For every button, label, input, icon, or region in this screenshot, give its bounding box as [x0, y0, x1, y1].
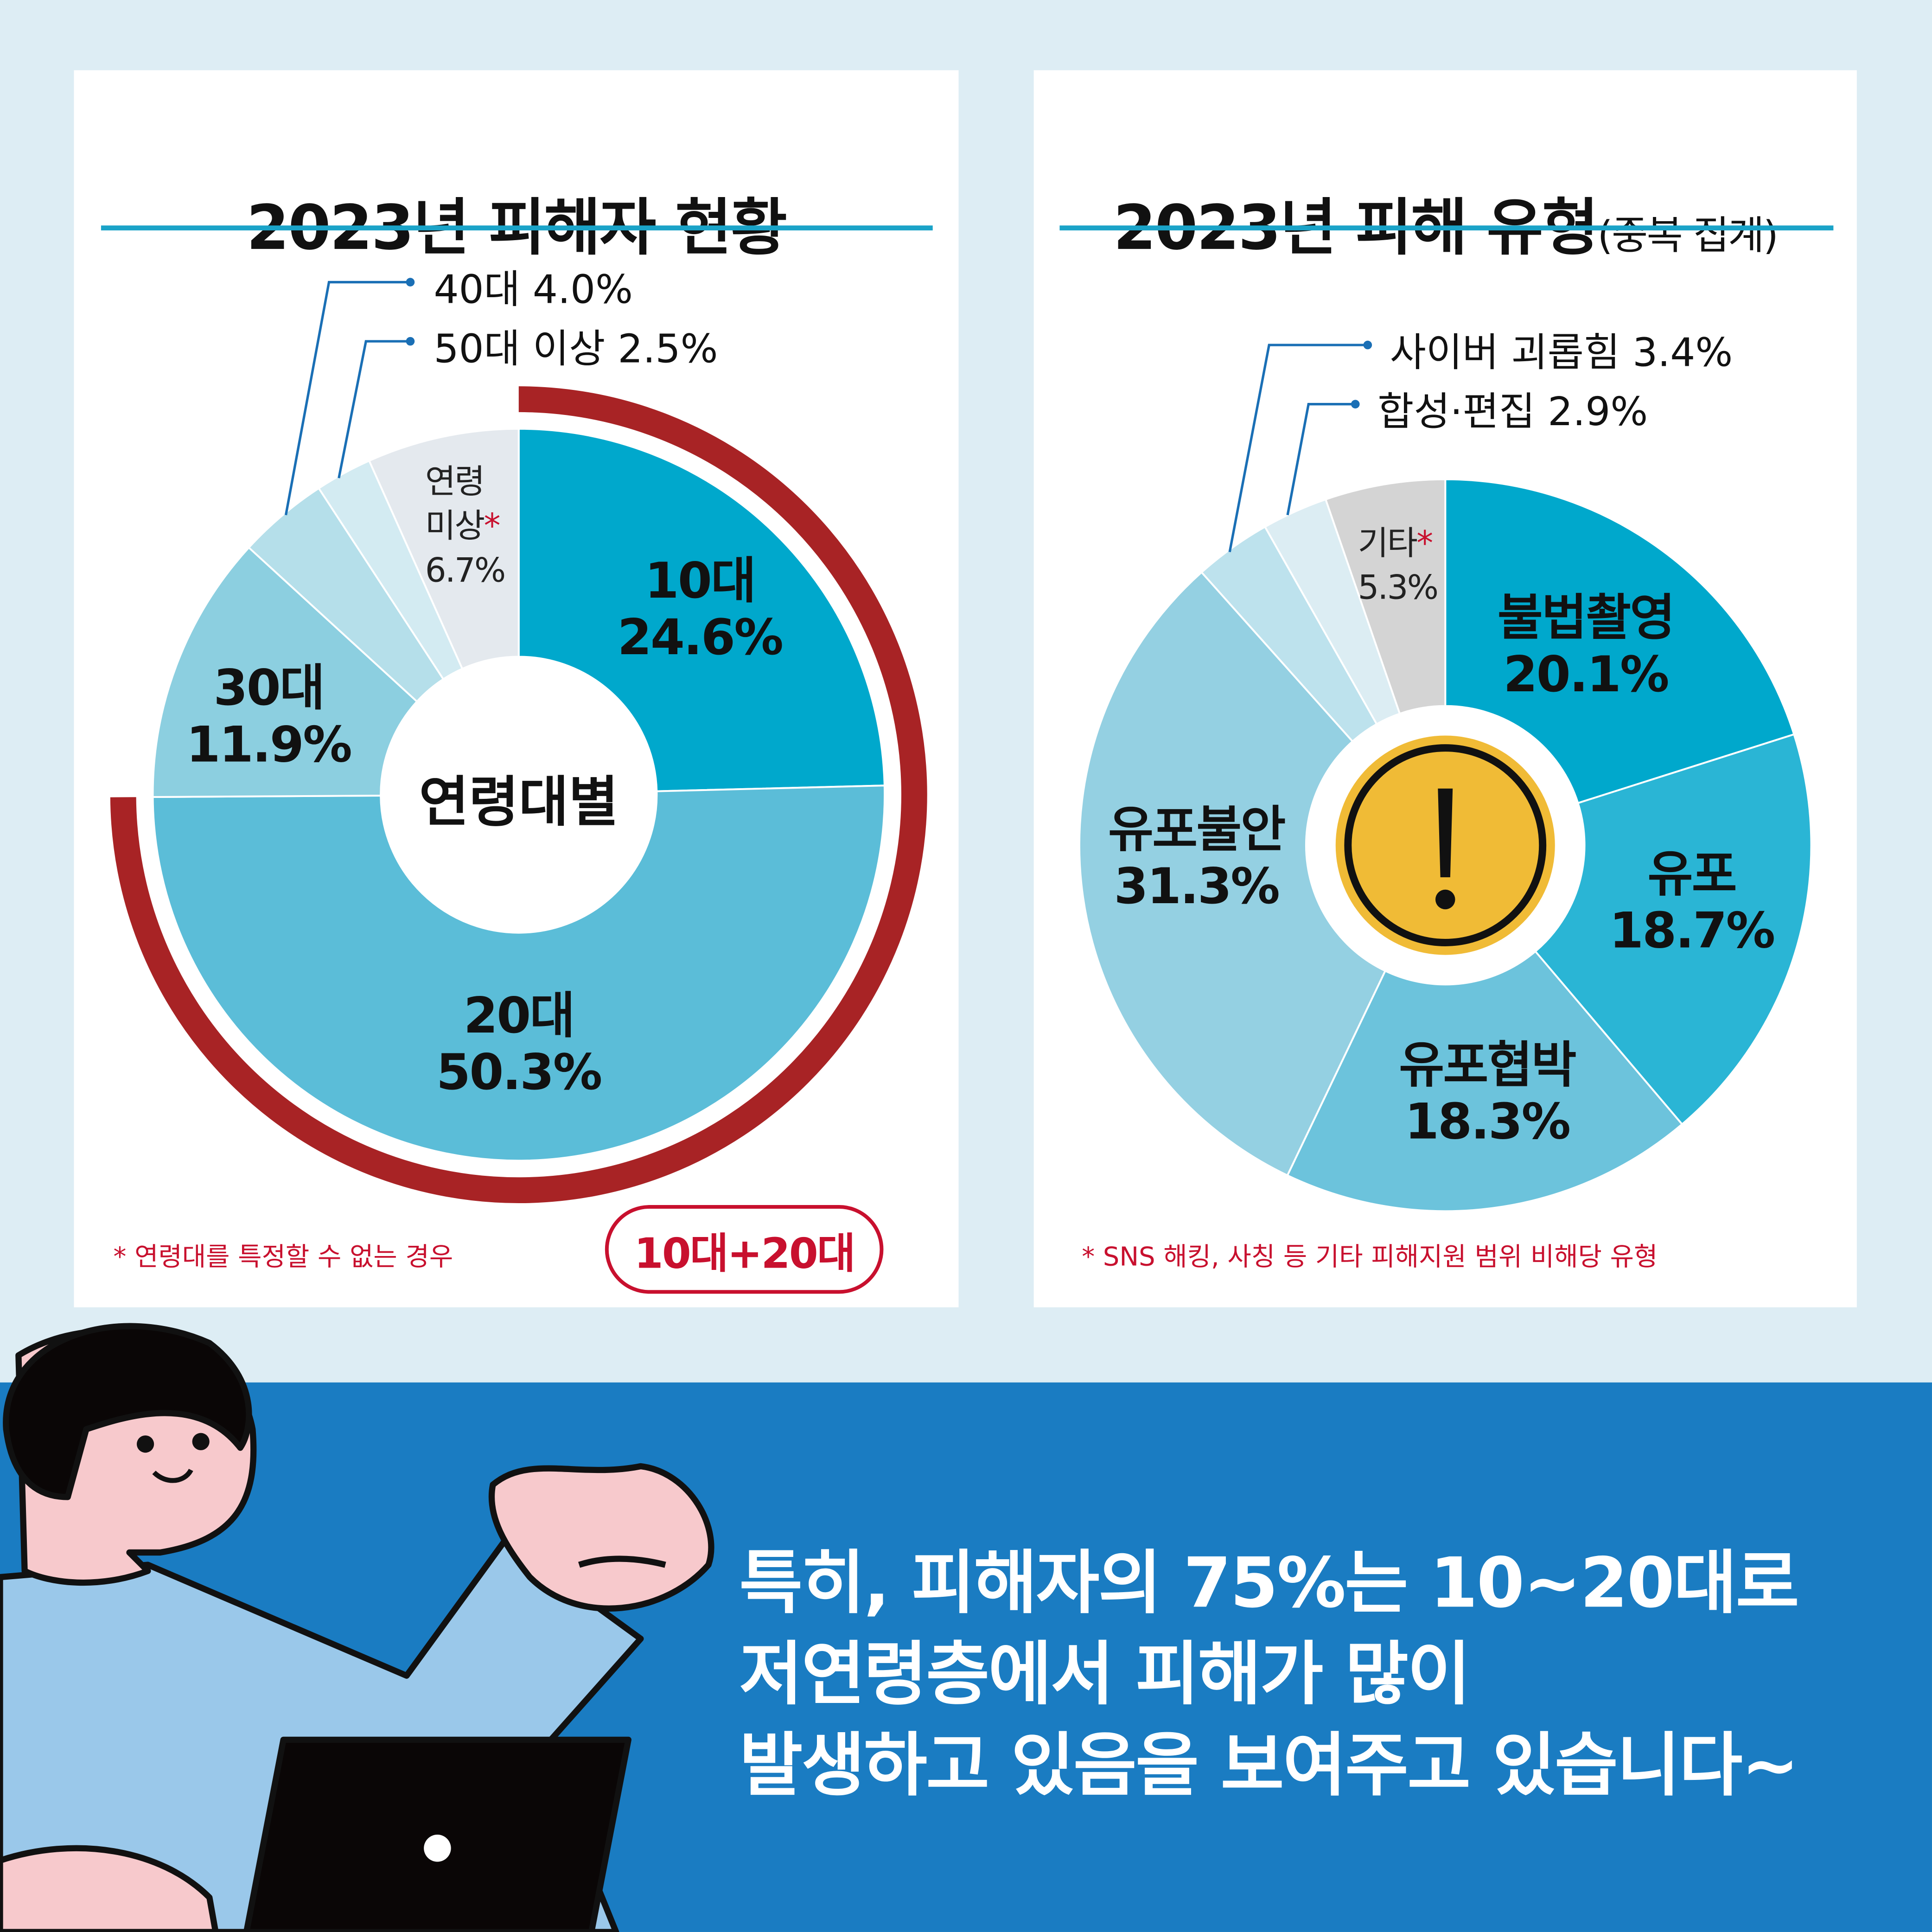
donut-hole	[381, 657, 657, 933]
asterisk: *	[484, 507, 501, 546]
title-divider	[1059, 225, 1834, 230]
label-name: 연령	[425, 463, 485, 502]
slice-label-anxiety: 유포불안 31.3%	[1108, 802, 1286, 916]
message-line-1: 특히, 피해자의 75%는 10~20대로	[739, 1543, 1799, 1624]
slice-label-threat: 유포협박 18.3%	[1399, 1037, 1576, 1151]
charts-svg	[110, 278, 1812, 1212]
label-value: 50.3%	[436, 1045, 602, 1102]
message-line-3: 발생하고 있음을 보여주고 있습니다~	[739, 1726, 1799, 1806]
warning-exclamation-icon	[1335, 735, 1555, 955]
label-value: 18.3%	[1404, 1094, 1571, 1151]
slice-label-thirties: 30대 11.9%	[186, 660, 352, 774]
label-name: 불법촬영	[1497, 590, 1675, 647]
callout-dots	[406, 278, 1372, 408]
label-value: 20.1%	[1503, 647, 1669, 704]
title-divider	[101, 225, 933, 230]
label-name: 30대	[213, 660, 325, 717]
slice-label-twenties: 20대 50.3%	[436, 988, 602, 1102]
presenter-illustration	[0, 1323, 714, 1932]
label-name: 유포협박	[1399, 1037, 1576, 1094]
label-value: 5.3%	[1358, 569, 1439, 608]
age-footnote: * 연령대를 특정할 수 없는 경우	[113, 1242, 453, 1272]
label-value: 6.7%	[425, 552, 506, 590]
type-title-suffix: (중복 집계)	[1597, 212, 1779, 259]
label-value: 11.9%	[186, 717, 352, 774]
label-name: 10대	[644, 553, 756, 610]
teens-twenties-badge: 10대+20대	[605, 1205, 884, 1294]
type-footnote: * SNS 해킹, 사칭 등 기타 피해지원 범위 비해당 유형	[1082, 1242, 1658, 1272]
callout-50s: 50대 이상 2.5%	[434, 325, 718, 372]
label-value: 31.3%	[1114, 859, 1280, 916]
slice-label-teens: 10대 24.6%	[617, 553, 784, 667]
label-name: 유포불안	[1108, 802, 1286, 859]
callout-40s: 40대 4.0%	[434, 266, 633, 313]
callout-lines	[284, 281, 1368, 553]
label-name: 기타	[1358, 525, 1418, 563]
age-center-label: 연령대별	[419, 771, 618, 835]
label-value: 24.6%	[617, 610, 784, 667]
slice-label-distribution: 유포 18.7%	[1609, 846, 1775, 960]
callout-synthesis: 합성·편집 2.9%	[1377, 388, 1648, 435]
message-line-2: 저연령층에서 피해가 많이	[739, 1635, 1471, 1715]
teens-twenties-highlight-arc	[110, 386, 927, 1204]
label-name: 유포	[1647, 846, 1737, 903]
slice-label-other: 기타* 5.3%	[1358, 523, 1439, 611]
asterisk: *	[1416, 525, 1433, 563]
label-name: 20대	[463, 988, 575, 1045]
age-donut	[152, 427, 886, 1162]
callout-cyberbullying: 사이버 괴롭힘 3.4%	[1390, 329, 1733, 376]
label-value: 18.7%	[1609, 903, 1775, 960]
label-name-2: 미상	[425, 507, 485, 546]
slice-label-filming: 불법촬영 20.1%	[1497, 590, 1675, 704]
